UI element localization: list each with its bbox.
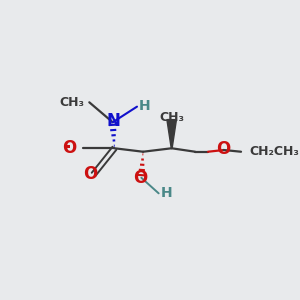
Text: CH₃: CH₃	[59, 96, 84, 109]
Text: ·: ·	[64, 139, 71, 157]
Text: H: H	[139, 99, 150, 113]
Text: N: N	[106, 112, 121, 130]
Text: O: O	[62, 139, 76, 157]
Text: O: O	[217, 140, 231, 158]
Text: CH₃: CH₃	[159, 111, 184, 124]
Text: H: H	[160, 186, 172, 200]
Text: O: O	[83, 165, 97, 183]
Polygon shape	[167, 120, 176, 148]
Text: CH₂CH₃: CH₂CH₃	[250, 145, 300, 158]
Text: O: O	[133, 169, 148, 187]
